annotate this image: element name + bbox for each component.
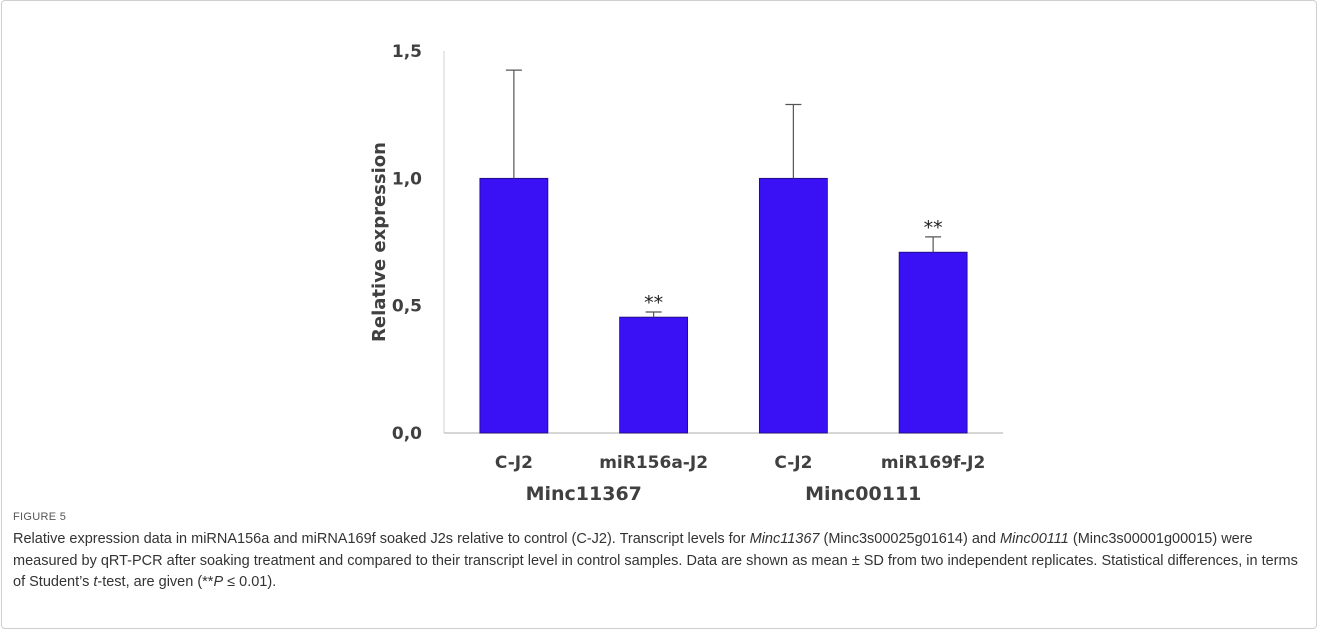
significance-label: ** xyxy=(644,292,663,314)
caption-italic-run: Minc00111 xyxy=(1000,531,1069,547)
significance-label: ** xyxy=(924,217,943,239)
caption-run: -test, are given (** xyxy=(97,574,214,590)
x-tick-label: miR156a-J2 xyxy=(599,453,708,473)
y-axis-label: Relative expression xyxy=(369,142,390,342)
figure-label: FIGURE 5 xyxy=(13,511,67,523)
y-tick-label: 1,0 xyxy=(392,169,422,189)
caption-italic-run: P xyxy=(213,574,224,590)
x-tick-label: C-J2 xyxy=(495,453,533,473)
caption-run: Relative expression data in miRNA156a an… xyxy=(13,531,750,547)
y-tick-label: 1,5 xyxy=(392,42,422,62)
group-label: Minc11367 xyxy=(526,483,642,505)
bar-1 xyxy=(619,316,689,434)
bar-0 xyxy=(479,177,549,434)
caption-run: (Minc3s00025g01614) and xyxy=(819,531,1001,547)
caption-run: ≤ 0.01). xyxy=(223,574,277,590)
x-tick-label: miR169f-J2 xyxy=(881,453,985,473)
caption-run: (Minc3s00001g00015) were measured by qRT… xyxy=(13,531,1298,590)
group-label: Minc00111 xyxy=(805,483,921,505)
caption-italic-run: t xyxy=(93,574,98,590)
bar-3 xyxy=(898,251,968,434)
caption-italic-run: Minc11367 xyxy=(749,531,820,547)
figure-caption: FIGURE 5 Relative expression data in miR… xyxy=(13,511,1303,594)
caption-text: Relative expression data in miRNA156a an… xyxy=(13,529,1303,594)
x-tick-label: C-J2 xyxy=(774,453,812,473)
y-tick-label: 0,0 xyxy=(392,424,422,444)
y-tick-label: 0,5 xyxy=(392,297,422,317)
bar-2 xyxy=(758,177,828,434)
bar-chart: 0,0 0,5 1,0 1,5 Relative expression C-J2 ** miR… xyxy=(369,42,1003,505)
